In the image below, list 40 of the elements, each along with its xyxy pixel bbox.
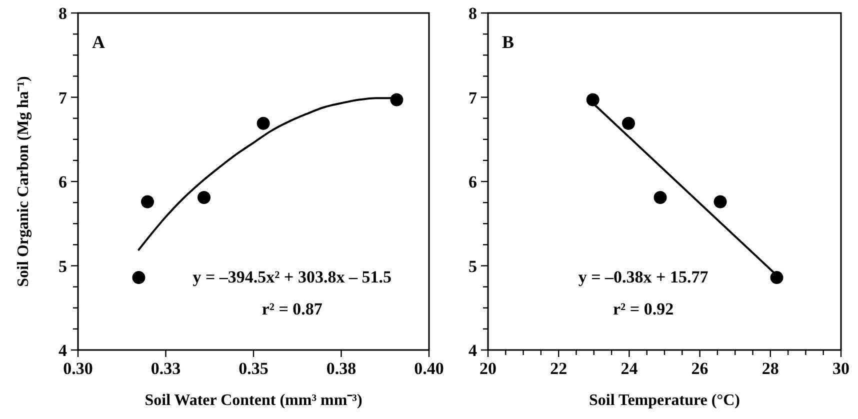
- point: [256, 116, 270, 130]
- y-tick-label: 5: [58, 256, 67, 276]
- point: [654, 191, 667, 204]
- y-tick-label: 6: [58, 172, 67, 192]
- point: [132, 271, 146, 284]
- y-tick-label: 8: [468, 4, 477, 23]
- y-tick-label: 4: [468, 341, 478, 360]
- x-tick-label: 20: [480, 359, 496, 378]
- annotation: y = –0.38x + 15.77: [578, 268, 709, 287]
- annotation: r² = 0.92: [613, 300, 674, 319]
- point: [141, 195, 154, 208]
- y-tick-label: 4: [58, 341, 68, 360]
- y-tick-label: 5: [468, 256, 477, 276]
- y-axis-title: Soil Organic Carbon (Mg ha⁻¹): [15, 76, 32, 287]
- x-tick-label: 28: [762, 359, 779, 378]
- y-tick-label: 8: [58, 4, 67, 23]
- x-axis-title: Soil Water Content (mm³ mm⁻³): [144, 392, 362, 409]
- point: [198, 191, 211, 204]
- point: [586, 93, 600, 106]
- annotation: r² = 0.87: [262, 300, 323, 319]
- x-tick-label: 0.35: [238, 359, 268, 378]
- x-tick-label: 22: [550, 359, 568, 378]
- point: [622, 116, 635, 130]
- annotation: B: [502, 32, 514, 52]
- y-tick-label: 6: [468, 172, 477, 192]
- annotation: A: [92, 32, 105, 52]
- x-axis-title: Soil Temperature (°C): [589, 392, 740, 409]
- x-tick-label: 26: [691, 359, 708, 378]
- x-tick-label: 30: [832, 359, 850, 378]
- y-tick-label: 7: [468, 88, 478, 108]
- point: [390, 93, 404, 106]
- x-tick-label: 0.38: [326, 359, 356, 378]
- annotation: y = –394.5x² + 303.8x – 51.5: [192, 268, 392, 287]
- x-tick-label: 0.30: [63, 359, 93, 378]
- x-tick-label: 0.40: [414, 359, 444, 378]
- y-tick-label: 7: [58, 88, 68, 108]
- point: [714, 195, 727, 208]
- x-tick-label: 24: [620, 359, 638, 378]
- x-tick-label: 0.33: [150, 359, 181, 378]
- point: [770, 271, 784, 284]
